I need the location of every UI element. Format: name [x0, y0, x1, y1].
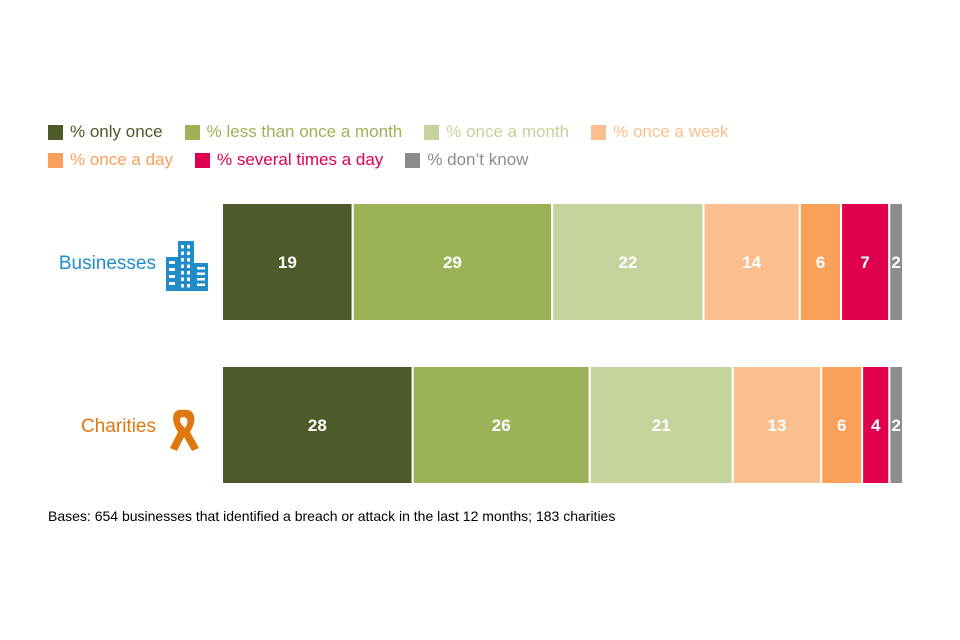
- legend-swatch: [424, 124, 440, 140]
- bar-segment: [888, 202, 905, 322]
- data-label: 2: [891, 416, 900, 435]
- legend-item: % once a week: [591, 122, 728, 142]
- bar-segment: [731, 365, 823, 485]
- bar-segment: [221, 365, 414, 485]
- data-label: 22: [618, 253, 637, 272]
- bar-segment: [798, 202, 843, 322]
- legend-swatch: [184, 124, 200, 140]
- legend-item: % less than once a month: [184, 122, 403, 142]
- data-label: 28: [308, 416, 327, 435]
- bar-segment: [221, 202, 354, 322]
- data-label: 6: [837, 416, 846, 435]
- legend-label: % once a week: [613, 122, 729, 141]
- legend-label: % once a month: [446, 122, 570, 141]
- data-label: 7: [860, 253, 869, 272]
- data-label: 29: [443, 253, 462, 272]
- legend-swatch: [195, 152, 211, 168]
- data-label: 4: [871, 416, 881, 435]
- legend-label: % don’t know: [427, 150, 529, 169]
- legend-swatch: [48, 124, 63, 140]
- legend-label: % several times a day: [217, 150, 384, 169]
- legend-swatch: [48, 152, 63, 168]
- data-label: 21: [652, 416, 671, 435]
- awareness-ribbon-icon: [170, 409, 199, 451]
- bar-segment: [861, 365, 891, 485]
- legend-swatch: [405, 152, 421, 168]
- data-label: 26: [492, 416, 511, 435]
- bar-segment: [702, 202, 801, 322]
- bar-segment: [351, 202, 554, 322]
- bar-segment: [411, 365, 591, 485]
- legend-item: % once a month: [424, 122, 569, 142]
- legend-label: % once a day: [70, 150, 174, 169]
- chart-legend: % only once % less than once a month % onc…: [48, 118, 928, 174]
- legend-swatch: [591, 124, 607, 140]
- legend-item: % several times a day: [195, 150, 383, 170]
- bar-segment: [888, 365, 905, 485]
- legend-item: % only once: [48, 122, 163, 142]
- legend-row: % once a day % several times a day % don’t…: [48, 146, 928, 174]
- bar-segment: [588, 365, 734, 485]
- data-label: 13: [768, 416, 787, 435]
- data-label: 19: [278, 253, 297, 272]
- category-label: Charities: [81, 416, 156, 437]
- chart-footnote: Bases: 654 businesses that identified a …: [48, 508, 616, 524]
- legend-item: % don’t know: [405, 150, 528, 170]
- data-label: 14: [742, 253, 761, 272]
- bar-segment: [551, 202, 705, 322]
- office-building-icon: [166, 241, 208, 291]
- legend-label: % only once: [70, 122, 163, 141]
- category-label: Businesses: [59, 253, 156, 274]
- legend-label: % less than once a month: [206, 122, 403, 141]
- data-label: 2: [891, 253, 900, 272]
- bar-segment: [820, 365, 864, 485]
- legend-item: % once a day: [48, 150, 173, 170]
- legend-row: % only once % less than once a month % onc…: [48, 118, 928, 146]
- bar-segment: [840, 202, 891, 322]
- data-label: 6: [816, 253, 825, 272]
